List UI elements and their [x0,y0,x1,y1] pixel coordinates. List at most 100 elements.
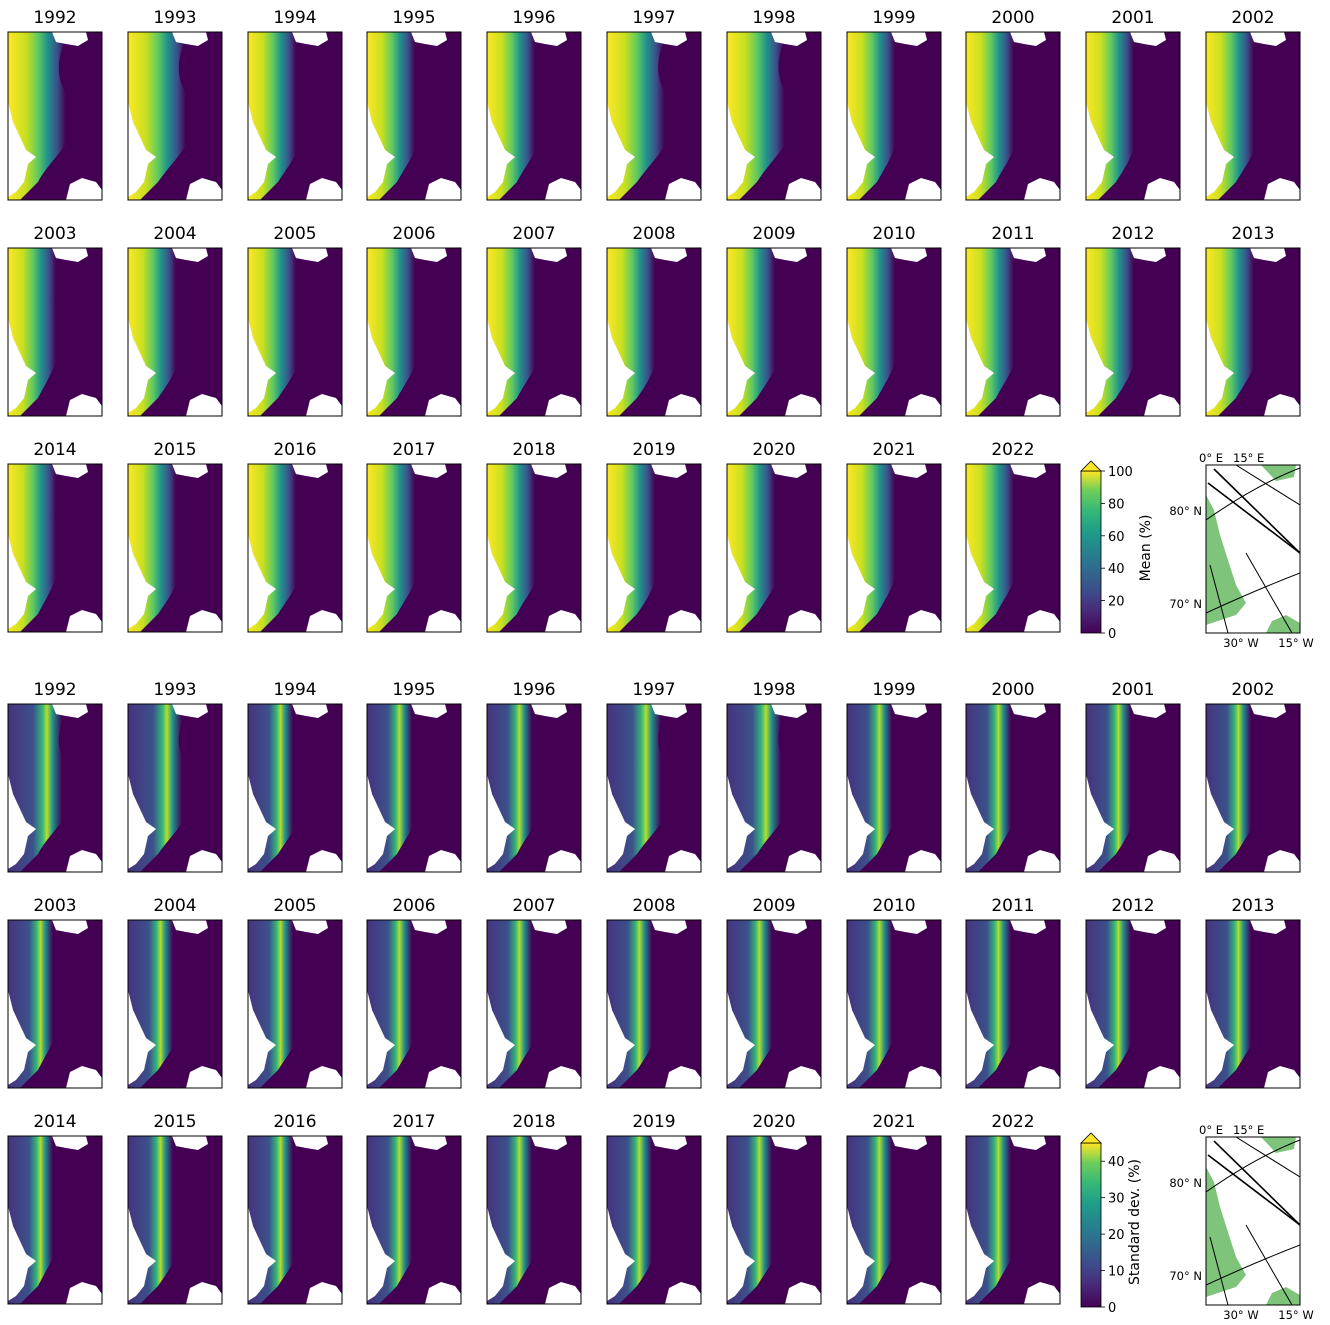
panel-frame [1205,703,1301,873]
greenland-land-mask [847,1206,875,1301]
greenland-land-mask [966,990,994,1085]
std-panel-2009: 2009 [726,896,822,1089]
svalbard-land-mask [411,1136,447,1150]
svalbard-land-mask [531,464,567,478]
panel-frame [7,1135,103,1305]
std-panel-2015: 2015 [127,1112,223,1305]
std-panel-2000: 2000 [965,680,1061,873]
std-panel-title: 1994 [273,680,316,700]
iceland-land-mask [66,394,102,416]
greenland-land-mask [8,102,36,197]
svalbard-land-mask [891,248,927,262]
std-panel-1999: 1999 [846,680,942,873]
std-panel-2017: 2017 [366,1112,462,1305]
svalbard-land-mask [411,704,447,718]
greenland-land-mask [727,534,755,629]
svalbard-land [1261,1137,1296,1153]
svalbard-land-mask [411,248,447,262]
greenland-land-mask [1086,102,1114,197]
svalbard-land-mask [891,1136,927,1150]
greenland-land-mask [607,1206,635,1301]
greenland-land [1206,1167,1246,1297]
std-panel-1995: 1995 [366,680,462,873]
std-panel-title: 2017 [392,1112,435,1132]
greenland-land-mask [727,1206,755,1301]
iceland-land [1266,1287,1300,1305]
greenland-land-mask [487,318,515,413]
panel-frame [726,703,822,873]
svalbard-land-mask [651,920,687,934]
panel-frame [486,247,582,417]
iceland-land-mask [1024,1066,1060,1088]
iceland-land-mask [66,178,102,200]
greenland-land-mask [847,318,875,413]
locator-lat-label: 70° N [1169,1269,1202,1283]
panel-frame [366,703,462,873]
panel-frame [7,703,103,873]
std-panel-title: 2014 [33,1112,76,1132]
svalbard-land-mask [1010,920,1046,934]
greenland-land-mask [367,534,395,629]
iceland-land-mask [66,1282,102,1304]
greenland-land-mask [847,990,875,1085]
greenland-land-mask [248,534,276,629]
mean-panel-1993: 1993 [127,8,223,201]
mean-panel-title: 2009 [752,224,795,244]
panel-frame [965,463,1061,633]
std-panel-title: 2021 [872,1112,915,1132]
iceland-land-mask [1024,1282,1060,1304]
greenland-land-mask [128,990,156,1085]
locator-lat-label: 70° N [1169,597,1202,611]
mean-panel-title: 2017 [392,440,435,460]
graticule-line [1245,1224,1293,1305]
svalbard-land-mask [531,32,567,46]
mean-panel-1998: 1998 [726,8,822,201]
panel-frame [1085,919,1181,1089]
iceland-land-mask [425,610,461,632]
panel-frame [726,919,822,1089]
greenland-land-mask [248,1206,276,1301]
panel-frame [965,247,1061,417]
mean-panel-title: 2003 [33,224,76,244]
iceland-land-mask [785,610,821,632]
std-panel-1992: 1992 [7,680,103,873]
panel-frame [7,463,103,633]
svalbard-land-mask [1250,32,1286,46]
panel-frame [965,919,1061,1089]
std-colorbar-extend-arrow [1080,1132,1102,1144]
panel-frame [366,919,462,1089]
mean-panel-title: 2005 [273,224,316,244]
greenland-land-mask [847,102,875,197]
std-panel-2002: 2002 [1205,680,1301,873]
panel-frame [1085,703,1181,873]
mean-panel-title: 2013 [1231,224,1274,244]
greenland-land-mask [487,774,515,869]
svalbard-land [1261,465,1296,481]
mean-panel-title: 1996 [512,8,555,28]
svalbard-land-mask [651,704,687,718]
std-panel-title: 2005 [273,896,316,916]
mean-panel-2009: 2009 [726,224,822,417]
svalbard-land-mask [1010,464,1046,478]
mean-panel-2012: 2012 [1085,224,1181,417]
greenland-land-mask [8,318,36,413]
panel-frame [726,463,822,633]
iceland-land-mask [905,850,941,872]
greenland-land-mask [607,318,635,413]
std-panel-title: 1996 [512,680,555,700]
graticule-line [1207,1154,1300,1226]
mean-panel-2008: 2008 [606,224,702,417]
panel-frame [366,1135,462,1305]
greenland-land-mask [1086,318,1114,413]
svalbard-land-mask [411,32,447,46]
mean-panel-title: 2006 [392,224,435,244]
std-panel-title: 2012 [1111,896,1154,916]
greenland-land-mask [847,534,875,629]
mean-panel-2018: 2018 [486,440,582,633]
iceland-land-mask [665,1282,701,1304]
iceland-land-mask [665,394,701,416]
mean-panel-2016: 2016 [247,440,343,633]
svalbard-land-mask [52,920,88,934]
greenland-land-mask [248,318,276,413]
iceland-land-mask [306,178,342,200]
